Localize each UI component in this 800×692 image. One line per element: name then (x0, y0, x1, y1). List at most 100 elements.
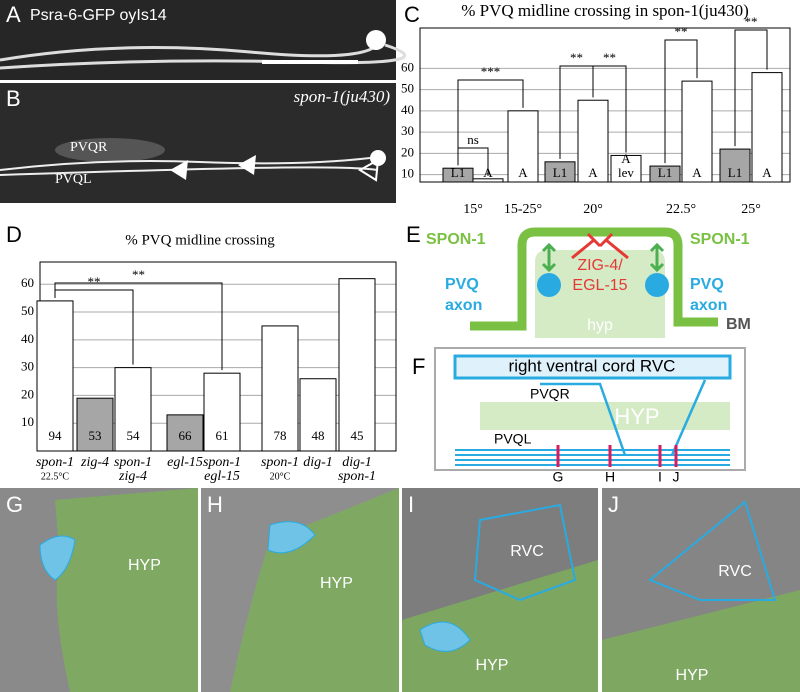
x-tick-label: zig-4 (118, 469, 147, 484)
axon (537, 273, 561, 297)
label: PVQL (494, 431, 532, 447)
panel-label: F (412, 354, 425, 379)
caption: spon-1(ju430) (294, 87, 391, 106)
cell (55, 138, 165, 162)
panel-label: C (404, 2, 420, 27)
axon (39, 535, 76, 581)
bar (719, 148, 751, 183)
inhibition (571, 232, 629, 260)
arrowhead (358, 158, 380, 182)
x-tick-label: dig-1 (342, 455, 372, 470)
bar-label: A (762, 165, 772, 180)
label: PVQL (55, 172, 92, 187)
bar (338, 278, 376, 452)
bar (610, 154, 642, 183)
x-tick-label: spon-1 (261, 455, 299, 470)
panel-label: B (6, 86, 21, 111)
x-tick-label: egl-15 (204, 469, 240, 484)
em-panel: G HYP H HYP I RVC HYP J RVC HYP (0, 488, 800, 692)
label: PVQ (445, 276, 479, 293)
axon (267, 521, 316, 554)
label: G (553, 469, 564, 485)
x-tick-label: 22.5°C (41, 471, 69, 482)
label: J (673, 469, 680, 485)
label: H (605, 469, 615, 485)
significance-bracket (734, 29, 768, 147)
hyp (602, 590, 800, 692)
label: HYP (676, 667, 709, 684)
group-label: 22.5° (666, 202, 696, 217)
label: RVC (718, 563, 752, 580)
significance-label: ** (132, 267, 145, 282)
x-tick-label: spon-1 (203, 455, 241, 470)
panel-label: J (608, 492, 619, 517)
caption: Psra-6-GFP oyIs14 (30, 7, 167, 24)
n-label: 78 (274, 428, 287, 443)
label: EGL-15 (572, 277, 627, 294)
label: PVQR (70, 140, 108, 155)
bar (261, 325, 299, 452)
scale-bar (262, 60, 358, 64)
n-label: 53 (89, 428, 102, 443)
cell-body (366, 30, 386, 50)
label: I (658, 469, 662, 485)
n-label: 54 (127, 428, 141, 443)
y-tick-label: 40 (21, 331, 34, 346)
pvqr (540, 379, 707, 456)
interaction-arrow (541, 242, 665, 273)
significance-label: ** (603, 50, 616, 65)
bar-label: lev (618, 165, 634, 180)
bar (681, 80, 713, 183)
panel-label: H (207, 492, 223, 517)
label: hyp (587, 317, 613, 334)
y-tick-label: 20 (21, 386, 34, 401)
x-tick-label: spon-1 (114, 455, 152, 470)
rvc (648, 500, 777, 601)
label: PVQR (530, 386, 570, 402)
significance-bracket (457, 79, 524, 166)
n-label: 66 (179, 428, 193, 443)
n-label: 94 (49, 428, 63, 443)
rvc (473, 503, 577, 602)
bar-label: L1 (728, 165, 742, 180)
bar (507, 110, 539, 183)
hyp (55, 488, 198, 692)
x-tick-label: 20°C (270, 471, 291, 482)
bar-label: A (588, 165, 598, 180)
group-label: 25° (741, 202, 761, 217)
panel-label: D (6, 222, 22, 247)
bar (649, 165, 681, 183)
bar (299, 378, 337, 452)
neuron (0, 157, 379, 176)
x-tick-label: zig-4 (80, 455, 109, 470)
bar (36, 300, 74, 452)
label: RVC (510, 543, 544, 560)
y-tick-label: 40 (401, 102, 414, 117)
y-tick-label: 30 (21, 359, 34, 374)
bar (203, 372, 241, 452)
group-label: 20° (583, 202, 603, 217)
n-label: 45 (351, 428, 364, 443)
label: HYP (476, 657, 509, 674)
bar-label: A (621, 151, 631, 166)
significance-bracket (664, 39, 698, 164)
y-tick-label: 60 (401, 59, 414, 74)
label: right ventral cord RVC (509, 356, 676, 375)
significance-bracket (54, 282, 223, 371)
chart-title: % PVQ midline crossing (125, 232, 275, 248)
basement-membrane (470, 227, 718, 331)
x-tick-label: spon-1 (338, 469, 376, 484)
axon (419, 621, 471, 652)
hyp (402, 560, 598, 692)
frame (434, 347, 746, 471)
bar (442, 167, 474, 183)
label: HYP (614, 404, 659, 429)
significance-label: ** (745, 14, 758, 29)
panel-label: I (408, 492, 414, 517)
labels: right ventral cord RVC PVQR HYP PVQL G H… (494, 356, 680, 484)
n-label: 48 (312, 428, 325, 443)
panel-label: G (6, 492, 23, 517)
panel-label: E (406, 222, 421, 247)
y-tick-label: 50 (401, 81, 414, 96)
label: SPON-1 (426, 231, 486, 248)
